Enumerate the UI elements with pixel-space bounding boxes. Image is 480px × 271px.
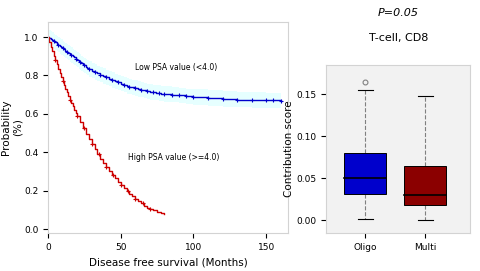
Y-axis label: Probability
(%): Probability (%) <box>1 100 23 155</box>
Text: P=0.05: P=0.05 <box>378 8 419 18</box>
Bar <box>345 153 386 193</box>
Bar <box>404 166 446 205</box>
X-axis label: Disease free survival (Months): Disease free survival (Months) <box>89 257 247 267</box>
Text: High PSA value (>=4.0): High PSA value (>=4.0) <box>128 153 219 162</box>
Text: T-cell, CD8: T-cell, CD8 <box>369 33 428 43</box>
Y-axis label: Contribution score: Contribution score <box>284 101 294 197</box>
Text: Low PSA value (<4.0): Low PSA value (<4.0) <box>135 63 217 72</box>
